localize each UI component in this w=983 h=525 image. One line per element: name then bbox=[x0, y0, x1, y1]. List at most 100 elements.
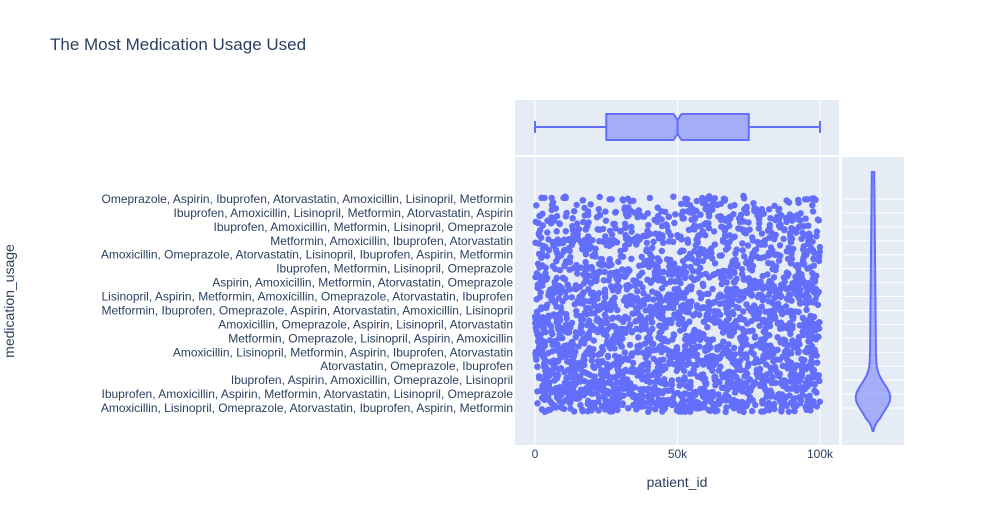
scatter-point bbox=[630, 391, 637, 399]
scatter-point bbox=[789, 337, 796, 344]
scatter-point bbox=[774, 334, 781, 341]
scatter-point bbox=[699, 389, 706, 397]
x-tick-label: 0 bbox=[532, 447, 539, 461]
y-tick-label: Amoxicillin, Lisinopril, Omeprazole, Ato… bbox=[101, 401, 513, 415]
scatter-point bbox=[627, 198, 634, 205]
scatter-point bbox=[638, 269, 646, 276]
scatter-point bbox=[602, 208, 609, 215]
scatter-point bbox=[708, 250, 715, 257]
scatter-point bbox=[673, 367, 680, 375]
scatter-point bbox=[567, 324, 574, 331]
scatter-point bbox=[585, 286, 592, 293]
scatter-point bbox=[812, 372, 819, 379]
scatter-point bbox=[549, 290, 557, 298]
scatter-point bbox=[746, 284, 753, 292]
scatter-point bbox=[751, 205, 758, 212]
scatter-point bbox=[535, 373, 543, 380]
scatter-point bbox=[775, 207, 782, 214]
scatter-point bbox=[776, 242, 784, 249]
scatter-point bbox=[723, 305, 730, 312]
scatter-point bbox=[749, 327, 756, 334]
scatter-point bbox=[742, 351, 750, 358]
scatter-point bbox=[765, 298, 773, 305]
scatter-point bbox=[598, 255, 605, 263]
scatter-point bbox=[712, 310, 719, 317]
scatter-point bbox=[760, 352, 767, 360]
scatter-point bbox=[548, 386, 555, 394]
scatter-point bbox=[751, 247, 759, 254]
scatter-point bbox=[726, 222, 733, 230]
scatter-point bbox=[643, 239, 651, 247]
scatter-point bbox=[577, 401, 584, 409]
scatter-point bbox=[749, 407, 756, 415]
scatter-point bbox=[568, 294, 575, 301]
scatter-point bbox=[612, 208, 620, 216]
scatter-point bbox=[724, 293, 731, 300]
scatter-point bbox=[606, 256, 613, 263]
scatter-point bbox=[613, 239, 621, 246]
scatter-point bbox=[653, 302, 660, 309]
scatter-point bbox=[558, 404, 565, 411]
scatter-point bbox=[810, 262, 817, 269]
scatter-point bbox=[626, 283, 633, 290]
scatter-point bbox=[814, 359, 821, 366]
scatter-point bbox=[624, 208, 632, 216]
scatter-point bbox=[816, 248, 823, 256]
scatter-point bbox=[730, 344, 738, 352]
marginal-violin bbox=[842, 171, 904, 432]
scatter-point bbox=[580, 356, 587, 363]
scatter-point bbox=[629, 237, 636, 244]
scatter-point bbox=[788, 399, 795, 406]
scatter-point bbox=[637, 367, 644, 375]
scatter-point bbox=[810, 313, 818, 320]
scatter-point bbox=[783, 393, 790, 401]
scatter-point bbox=[610, 269, 617, 277]
scatter-point bbox=[781, 340, 788, 348]
scatter-point bbox=[759, 398, 766, 406]
scatter-point bbox=[706, 392, 713, 399]
scatter-point bbox=[705, 210, 712, 217]
scatter-point bbox=[645, 295, 652, 303]
scatter-point bbox=[614, 306, 621, 314]
scatter-point bbox=[809, 401, 816, 408]
scatter-point bbox=[533, 270, 541, 277]
scatter-point bbox=[744, 242, 752, 249]
scatter-point bbox=[724, 321, 732, 329]
scatter-point bbox=[793, 362, 800, 369]
scatter-point bbox=[760, 294, 767, 301]
scatter-point bbox=[682, 195, 689, 202]
scatter-point bbox=[534, 338, 542, 345]
scatter-point bbox=[806, 298, 814, 306]
scatter-point bbox=[668, 317, 675, 324]
y-axis-label: medication_usage bbox=[1, 244, 17, 358]
scatter-point bbox=[770, 350, 777, 357]
scatter-point bbox=[646, 194, 654, 202]
scatter-point bbox=[629, 310, 636, 317]
scatter-point bbox=[617, 380, 624, 387]
scatter-point bbox=[574, 270, 581, 277]
scatter-point bbox=[797, 286, 804, 294]
scatter-point bbox=[731, 372, 738, 379]
scatter-point bbox=[702, 381, 709, 388]
scatter-point bbox=[719, 323, 727, 330]
scatter-point bbox=[619, 401, 626, 409]
scatter-point bbox=[655, 396, 662, 403]
scatter-point bbox=[735, 379, 742, 386]
scatter-point bbox=[677, 351, 684, 359]
scatter-point bbox=[624, 240, 631, 247]
scatter-point bbox=[665, 387, 672, 394]
scatter-point bbox=[748, 267, 756, 274]
marginal-box bbox=[534, 100, 821, 155]
scatter-point bbox=[645, 385, 652, 392]
scatter-point bbox=[560, 194, 567, 202]
scatter-point bbox=[763, 331, 770, 338]
scatter-point bbox=[716, 252, 724, 259]
scatter-point bbox=[563, 311, 570, 318]
scatter-point bbox=[556, 220, 563, 228]
scatter-point bbox=[668, 377, 676, 384]
scatter-point bbox=[583, 321, 591, 329]
scatter-point bbox=[725, 244, 732, 251]
scatter-point bbox=[588, 322, 595, 329]
scatter-point bbox=[780, 235, 787, 243]
scatter-point bbox=[538, 250, 546, 257]
